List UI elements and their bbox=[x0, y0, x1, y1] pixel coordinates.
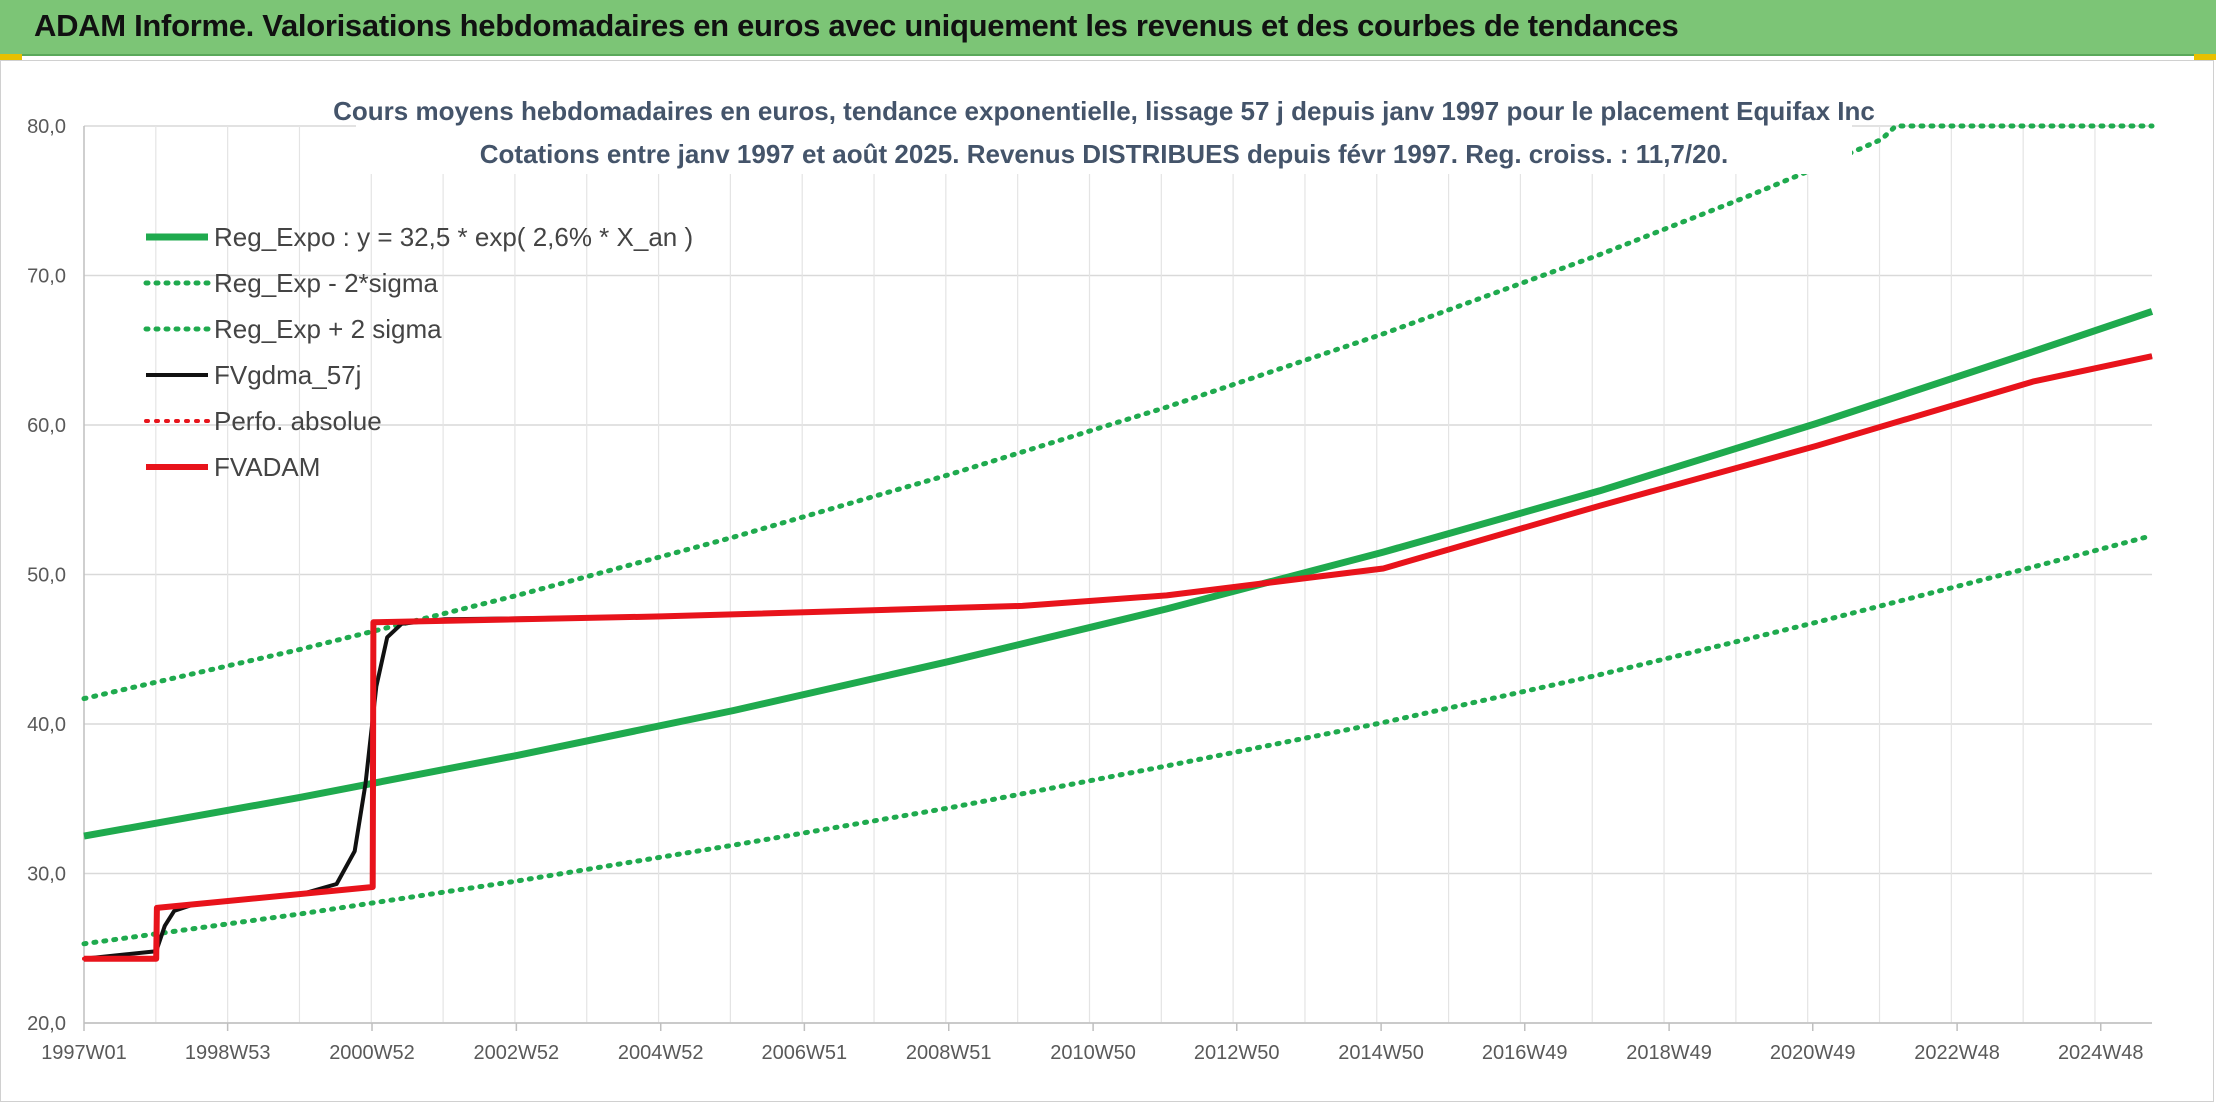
series-line-0 bbox=[83, 308, 2154, 840]
series-layer bbox=[81, 123, 2155, 962]
chart-title: Cours moyens hebdomadaires en euros, ten… bbox=[333, 96, 1875, 126]
x-tick-label: 1997W01 bbox=[41, 1042, 127, 1064]
x-tick-label: 2012W50 bbox=[1194, 1042, 1280, 1064]
series-line-2 bbox=[81, 123, 2155, 702]
chart-frame bbox=[0, 60, 2214, 1102]
legend-label: FVADAM bbox=[214, 452, 320, 482]
chart-subtitle: Cotations entre janv 1997 et août 2025. … bbox=[480, 139, 1729, 169]
x-tick-label: 2006W51 bbox=[762, 1042, 848, 1064]
x-tick-label: 2020W49 bbox=[1770, 1042, 1856, 1064]
corner-marker-right bbox=[2194, 54, 2216, 60]
legend-label: Perfo. absolue bbox=[214, 406, 382, 436]
x-tick-label: 2022W48 bbox=[1914, 1042, 2000, 1064]
y-tick-label: 60,0 bbox=[27, 415, 66, 437]
x-tick-label: 2010W50 bbox=[1050, 1042, 1136, 1064]
x-tick-label: 2018W49 bbox=[1626, 1042, 1712, 1064]
y-tick-label: 70,0 bbox=[27, 266, 66, 288]
y-tick-label: 20,0 bbox=[27, 1013, 66, 1035]
legend-label: Reg_Expo : y = 32,5 * exp( 2,6% * X_an ) bbox=[214, 222, 693, 252]
x-tick-label: 2002W52 bbox=[474, 1042, 560, 1064]
corner-marker-left bbox=[0, 54, 22, 60]
y-tick-label: 50,0 bbox=[27, 565, 66, 587]
series-line-3 bbox=[83, 354, 2153, 961]
x-tick-label: 2024W48 bbox=[2058, 1042, 2144, 1064]
legend-label: FVgdma_57j bbox=[214, 360, 361, 390]
series-line-4 bbox=[82, 354, 2154, 961]
x-tick-label: 2000W52 bbox=[329, 1042, 415, 1064]
y-tick-label: 30,0 bbox=[27, 864, 66, 886]
legend: Reg_Expo : y = 32,5 * exp( 2,6% * X_an )… bbox=[143, 222, 693, 482]
legend-label: Reg_Exp - 2*sigma bbox=[214, 268, 439, 298]
y-tick-label: 40,0 bbox=[27, 714, 66, 736]
axis-layer: 20,0 30,0 40,0 50,0 60,0 70,0 80,0 1997W01 1998W… bbox=[27, 116, 2152, 1064]
report-title: ADAM Informe. Valorisations hebdomadaire… bbox=[34, 8, 1679, 43]
y-tick-label: 80,0 bbox=[27, 116, 66, 138]
series-line-5 bbox=[84, 353, 2153, 962]
x-tick-label: 2008W51 bbox=[906, 1042, 992, 1064]
x-tick-label: 1998W53 bbox=[185, 1042, 271, 1064]
legend-label: Reg_Exp + 2 sigma bbox=[214, 314, 442, 344]
report-banner: ADAM Informe. Valorisations hebdomadaire… bbox=[0, 0, 2216, 56]
grid-layer bbox=[84, 125, 2152, 1024]
x-tick-label: 2016W49 bbox=[1482, 1042, 1568, 1064]
chart-title-background bbox=[356, 84, 1852, 174]
x-tick-label: 2004W52 bbox=[618, 1042, 704, 1064]
x-tick-label: 2014W50 bbox=[1338, 1042, 1424, 1064]
